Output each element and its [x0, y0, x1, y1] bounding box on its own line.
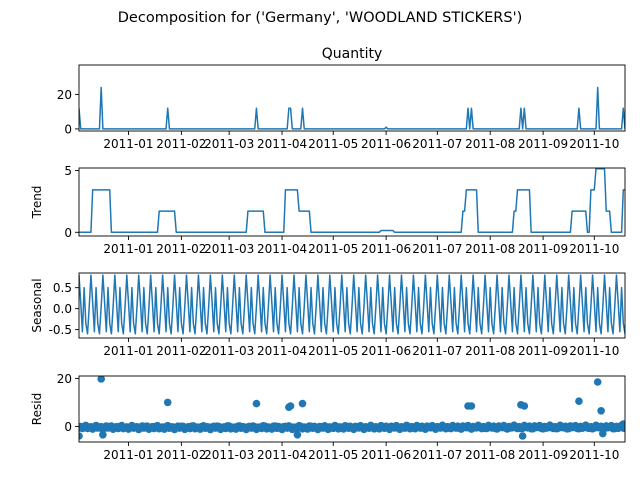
- resid-point: [298, 399, 307, 408]
- x-tick-label: 2011-09: [518, 242, 568, 256]
- x-tick-label: 2011-03: [204, 137, 254, 151]
- x-tick-label: 2011-09: [518, 137, 568, 151]
- y-tick-label: 5: [64, 164, 72, 178]
- plot-area-trend: [79, 168, 625, 234]
- x-tick-label: 2011-06: [361, 242, 411, 256]
- x-tick-label: 2011-08: [465, 242, 515, 256]
- resid-point: [619, 420, 625, 428]
- y-tick-label: 20: [57, 372, 72, 386]
- x-tick-label: 2011-07: [412, 344, 462, 358]
- x-tick-label: 2011-03: [204, 242, 254, 256]
- y-axis-label: Resid: [30, 393, 44, 425]
- resid-point: [293, 431, 302, 439]
- series-line-trend: [79, 168, 625, 234]
- resid-point: [518, 432, 527, 440]
- resid-point: [163, 398, 172, 407]
- resid-point: [597, 407, 605, 415]
- plot-area-observed: [79, 86, 625, 130]
- resid-point: [593, 378, 602, 386]
- y-tick-label: 0.5: [53, 281, 72, 295]
- series-line-seasonal: [79, 274, 625, 335]
- x-tick-label: 2011-06: [361, 137, 411, 151]
- axes-frame-resid: [78, 375, 626, 443]
- x-tick-label: 2011-10: [569, 137, 619, 151]
- panel-title: Quantity: [322, 46, 383, 62]
- x-tick-label: 2011-01: [103, 137, 153, 151]
- y-axis-label: Seasonal: [30, 278, 44, 332]
- x-tick-label: 2011-05: [308, 448, 358, 462]
- x-tick-label: 2011-07: [412, 137, 462, 151]
- x-tick-label: 2011-10: [569, 448, 619, 462]
- y-tick-label: 0: [64, 420, 72, 434]
- x-tick-label: 2011-02: [156, 448, 206, 462]
- x-tick-label: 2011-07: [412, 242, 462, 256]
- x-tick-label: 2011-02: [156, 344, 206, 358]
- resid-point: [79, 432, 83, 440]
- y-tick-label: 0: [64, 226, 72, 240]
- x-tick-label: 2011-08: [465, 137, 515, 151]
- x-tick-label: 2011-01: [103, 242, 153, 256]
- x-tick-label: 2011-06: [361, 448, 411, 462]
- x-tick-label: 2011-05: [308, 242, 358, 256]
- x-tick-label: 2011-09: [518, 344, 568, 358]
- y-tick-label: 0.0: [53, 302, 72, 316]
- x-tick-label: 2011-04: [257, 242, 307, 256]
- axes-frame-seasonal: [78, 272, 626, 339]
- x-tick-label: 2011-10: [569, 242, 619, 256]
- x-tick-label: 2011-02: [156, 137, 206, 151]
- x-tick-label: 2011-03: [204, 448, 254, 462]
- resid-point: [99, 431, 107, 439]
- x-tick-label: 2011-04: [257, 344, 307, 358]
- x-tick-label: 2011-10: [569, 344, 619, 358]
- plot-area-seasonal: [79, 274, 625, 335]
- plot-area-resid: [79, 376, 625, 440]
- x-tick-label: 2011-08: [465, 448, 515, 462]
- y-tick-label: 20: [57, 88, 72, 102]
- x-tick-label: 2011-07: [412, 448, 462, 462]
- resid-point: [599, 429, 607, 438]
- resid-point: [575, 397, 583, 406]
- resid-point: [252, 399, 261, 408]
- figure-title: Decomposition for ('Germany', 'WOODLAND …: [118, 10, 522, 26]
- x-tick-label: 2011-06: [361, 344, 411, 358]
- axes-frame-observed: [78, 64, 626, 132]
- x-tick-label: 2011-04: [257, 137, 307, 151]
- x-tick-label: 2011-04: [257, 448, 307, 462]
- x-tick-label: 2011-02: [156, 242, 206, 256]
- x-tick-label: 2011-05: [308, 137, 358, 151]
- resid-point: [286, 402, 295, 410]
- resid-point: [467, 402, 476, 410]
- y-tick-label: 0: [64, 122, 72, 136]
- resid-point: [520, 402, 529, 410]
- x-tick-label: 2011-01: [103, 448, 153, 462]
- resid-point: [97, 376, 105, 383]
- series-line-observed: [79, 86, 625, 130]
- x-tick-label: 2011-09: [518, 448, 568, 462]
- y-axis-label: Trend: [30, 186, 44, 220]
- x-tick-label: 2011-03: [204, 344, 254, 358]
- x-tick-label: 2011-08: [465, 344, 515, 358]
- x-tick-label: 2011-05: [308, 344, 358, 358]
- x-tick-label: 2011-01: [103, 344, 153, 358]
- y-tick-label: -0.5: [49, 323, 72, 337]
- axes-frame-trend: [78, 167, 626, 237]
